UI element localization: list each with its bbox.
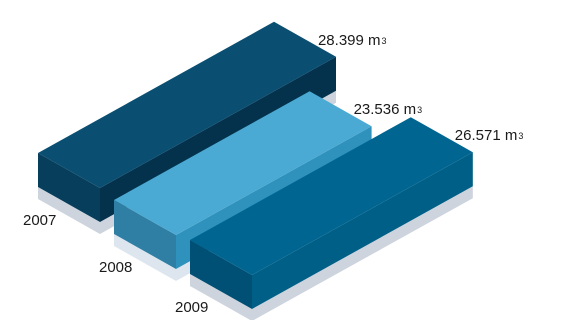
bar-top-2008 — [114, 91, 372, 235]
bar-top-2009 — [190, 117, 473, 275]
labels: 28.399 m3 2007 23.536 m3 2008 26.571 m3 2009 — [23, 32, 523, 316]
value-label-2009: 26.571 m3 — [455, 127, 524, 144]
bar-top-2007 — [38, 21, 336, 188]
bar-side-2009 — [252, 152, 473, 309]
value-label-2008: 23.536 m3 — [354, 101, 423, 118]
year-label-2007: 2007 — [23, 212, 56, 229]
value-label-2007: 28.399 m3 — [318, 32, 387, 49]
bar-front-2007 — [38, 153, 100, 222]
bar-front-2008 — [114, 200, 176, 269]
year-label-2008: 2008 — [99, 259, 132, 276]
bars — [38, 21, 473, 309]
bar-front-2009 — [190, 240, 252, 309]
year-label-2009: 2009 — [175, 299, 208, 316]
